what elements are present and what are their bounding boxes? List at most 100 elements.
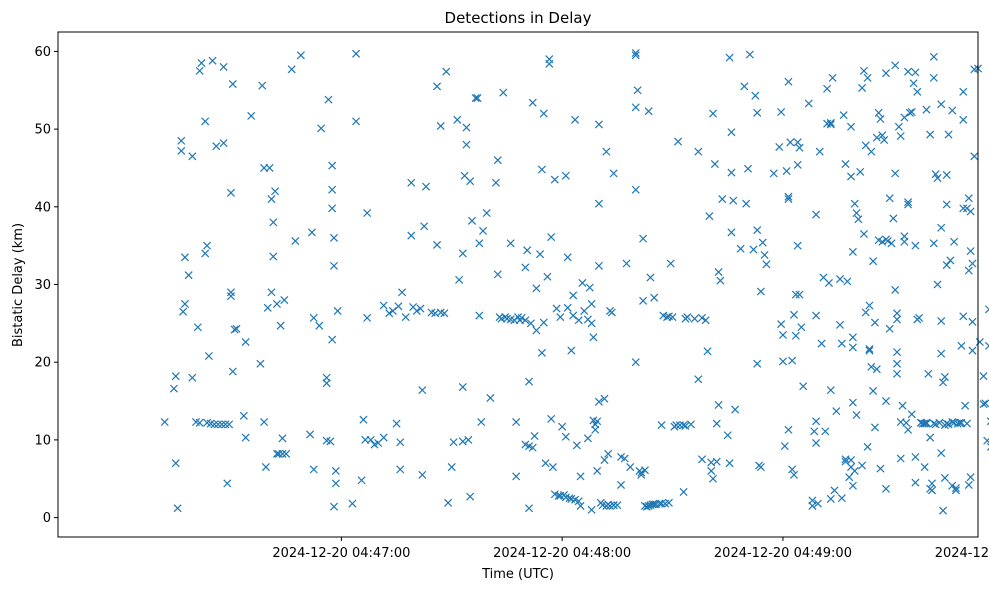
data-point [758,238,767,247]
chart-title: Detections in Delay [445,9,592,27]
data-point [548,463,557,472]
data-point [184,271,193,280]
data-point [226,292,235,301]
data-point [926,130,935,139]
data-point [852,208,861,218]
data-point [867,147,876,156]
data-point [521,316,530,325]
data-point [817,339,826,348]
data-point [784,195,793,204]
data-point [558,422,567,431]
data-point [241,433,250,442]
data-point [600,394,609,403]
data-point [753,359,762,368]
data-point [904,198,913,207]
data-point [922,105,931,114]
data-point [891,285,900,294]
data-point [762,260,771,269]
data-point [867,362,876,371]
data-point [324,95,333,104]
data-point [784,192,793,201]
data-point [532,326,541,335]
data-point [788,465,797,474]
data-point [828,73,837,82]
data-point [835,320,845,329]
data-point [902,418,911,427]
data-point [657,499,666,508]
data-point [631,51,640,60]
data-point [804,99,813,108]
data-point [309,465,318,474]
data-point [727,168,736,177]
data-point [861,308,870,317]
data-point [870,318,879,327]
data-point [512,472,521,481]
data-point [633,86,642,95]
data-point [363,313,372,322]
data-point [637,470,646,479]
data-point [416,304,425,313]
data-point [854,215,863,224]
data-point [315,321,324,330]
data-point [201,117,210,126]
data-point [753,108,762,117]
data-point [823,84,832,93]
data-point [401,313,410,322]
data-point [177,146,186,155]
data-point [493,270,502,279]
data-point [714,400,723,409]
data-point [512,417,521,427]
data-point [536,250,545,259]
data-point [396,465,405,474]
data-point [887,239,896,248]
data-point [705,212,714,221]
data-point [265,163,274,172]
data-point [793,138,802,147]
data-point [433,240,442,249]
data-point [626,463,635,472]
data-point [418,470,427,479]
data-point [896,132,905,141]
data-point [933,174,942,183]
data-point [328,185,337,194]
data-point [905,108,914,117]
data-point [278,434,287,443]
data-point [900,113,909,122]
data-point [939,506,948,515]
data-point [893,369,902,378]
data-point [631,358,640,367]
data-point [847,172,856,181]
data-point [869,257,878,266]
data-point [329,233,339,242]
data-point [966,247,975,256]
data-point [525,377,534,386]
data-point [449,438,458,447]
y-axis-label: Bistatic Delay (km) [11,223,26,347]
data-point [574,316,583,325]
data-point [210,420,219,429]
data-point [725,53,734,62]
data-point [983,436,989,445]
data-point [986,442,989,451]
data-point [232,324,241,333]
data-point [477,417,486,427]
data-point [832,407,841,416]
x-axis: 2024-12-20 04:47:00 2024-12-20 04:48:00 20… [272,537,989,561]
data-point [594,261,603,270]
data-point [523,246,532,255]
data-point [195,418,204,427]
data-point [870,423,879,432]
data-point [223,479,232,488]
data-point [883,236,892,246]
data-point [171,372,180,381]
data-point [407,178,416,187]
data-point [881,69,891,78]
data-point [920,419,929,428]
data-point [620,454,629,463]
data-point [909,79,918,88]
data-point [964,480,973,489]
data-point [898,401,907,410]
data-point [593,417,602,426]
data-point [795,290,804,299]
data-point [872,133,881,142]
